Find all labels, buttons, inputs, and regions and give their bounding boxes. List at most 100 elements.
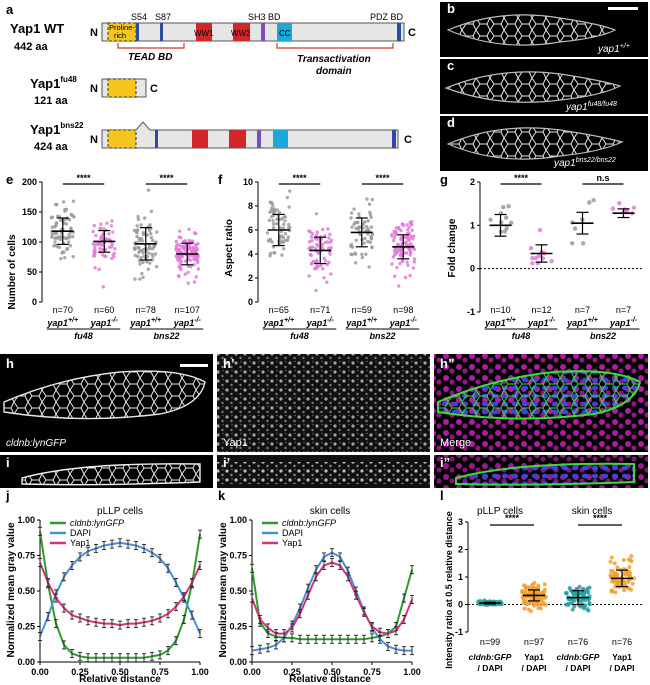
l-ytick-label: 3: [458, 517, 463, 527]
l-point: [580, 588, 585, 593]
l-point: [572, 604, 577, 609]
j-xtick-label: 0.50: [111, 667, 129, 677]
g-genotype-name: yap1: [609, 318, 631, 328]
k-legend-label: Yap1: [282, 538, 302, 548]
l-point: [615, 581, 620, 586]
g-genotype-label: yap1+/+: [484, 317, 516, 328]
l-xtick-label: cldnb:GFP: [469, 652, 512, 662]
e-point: [93, 253, 97, 258]
l-point: [587, 585, 592, 590]
f-point: [270, 215, 274, 219]
e-point: [66, 240, 71, 244]
f-point: [307, 274, 311, 278]
l-ylabel: Intensity ratio at 0.5 relative distance: [444, 511, 454, 669]
f-point: [328, 252, 332, 256]
bns22-ww2-domain: [229, 130, 246, 148]
e-point: [183, 239, 188, 243]
construct-bns22-length: 424 aa: [34, 141, 69, 153]
e-point: [139, 255, 143, 260]
k-ytick-label: 0.50: [229, 586, 247, 596]
f-point: [370, 232, 375, 237]
f-point: [278, 226, 283, 230]
j-legend-label: DAPI: [70, 528, 91, 538]
e-point: [196, 267, 201, 271]
f-point: [400, 259, 405, 264]
panel-letter-j: j: [5, 488, 10, 503]
f-point: [358, 232, 362, 237]
f-n-label: n=71: [310, 305, 330, 315]
f-point: [370, 245, 374, 249]
f-point: [267, 218, 271, 222]
e-point: [194, 275, 198, 279]
e-point: [178, 229, 182, 233]
e-point: [138, 277, 142, 281]
micro-d-label: yap1: [553, 158, 576, 169]
g-genotype-name: yap1: [566, 318, 588, 328]
k-ylabel: Normalized mean gray value: [218, 522, 229, 657]
l-point: [630, 581, 635, 586]
panel-h-row: h cldnb:lynGFP h’ Yap1 h” Merge: [0, 354, 648, 452]
e-point: [192, 263, 196, 267]
bns22-sh3-site: [257, 130, 261, 148]
f-point: [395, 265, 399, 270]
e-point: [148, 261, 152, 265]
e-sig-label: ****: [159, 173, 174, 183]
f-point: [314, 212, 319, 216]
f-ytick-label: 8: [248, 201, 253, 211]
f-point: [275, 208, 279, 212]
e-point: [181, 247, 186, 251]
l-title-1: pLLP cells: [477, 506, 523, 517]
g-point: [501, 204, 506, 210]
wt-c-terminus: C: [408, 27, 416, 39]
e-point: [69, 226, 73, 230]
f-allele-label: fu48: [290, 331, 309, 341]
e-genotype-label: yap1+/+: [129, 317, 161, 328]
f-point: [355, 220, 359, 225]
f-point: [398, 262, 402, 266]
e-point: [71, 199, 76, 203]
f-genotype-sup: +/+: [284, 317, 294, 324]
e-point: [178, 265, 183, 269]
f-point: [406, 263, 410, 267]
f-point: [281, 226, 286, 231]
f-point: [403, 251, 407, 255]
e-genotype-label: yap1-/-: [173, 317, 202, 328]
l-point: [540, 590, 545, 595]
f-point: [322, 276, 326, 280]
f-point: [310, 238, 314, 243]
f-point: [329, 272, 333, 276]
l-point: [568, 588, 573, 593]
f-point: [411, 266, 416, 270]
f-point: [412, 257, 417, 261]
e-genotype-sup: +/+: [68, 317, 78, 324]
f-point: [409, 219, 414, 224]
e-point: [145, 260, 149, 264]
e-point: [67, 233, 71, 237]
f-point: [310, 232, 315, 236]
e-point: [142, 216, 147, 220]
f-point: [406, 238, 410, 242]
construct-wt-name: Yap1 WT: [10, 21, 64, 36]
l-xtick-label: cldnb:GFP: [557, 652, 600, 662]
ww1-domain: [196, 23, 212, 41]
bns22-ww1-domain: [192, 130, 208, 148]
g-genotype-sup: -/-: [630, 317, 637, 324]
e-point: [136, 217, 141, 222]
k-xtick-label: 1.00: [403, 667, 421, 677]
e-point: [133, 277, 137, 281]
l-point: [543, 602, 548, 607]
f-n-label: n=65: [269, 305, 289, 315]
k-xlabel: Relative distance: [289, 674, 371, 685]
primordium-c: [444, 71, 622, 103]
panel-letter-h-dprime: h”: [440, 356, 454, 371]
e-point: [186, 281, 190, 285]
micro-d-sup: bns22/bns22: [576, 157, 616, 164]
construct-bns22-name: Yap1: [30, 122, 60, 137]
svg-text:yap1fu48/fu48: yap1fu48/fu48: [565, 101, 617, 113]
e-point: [136, 228, 140, 232]
j-xtick-label: 0.00: [31, 667, 49, 677]
e-point: [147, 228, 152, 233]
panel-a: a Yap1 WT 442 aa N Proline- rich S54 S87…: [6, 2, 416, 153]
fu48-n-terminus: N: [90, 83, 98, 95]
e-point: [93, 266, 97, 270]
